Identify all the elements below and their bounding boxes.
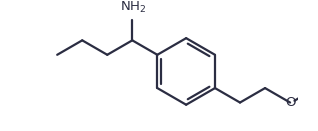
Text: NH$_2$: NH$_2$ xyxy=(120,0,146,15)
Text: O: O xyxy=(286,96,296,109)
